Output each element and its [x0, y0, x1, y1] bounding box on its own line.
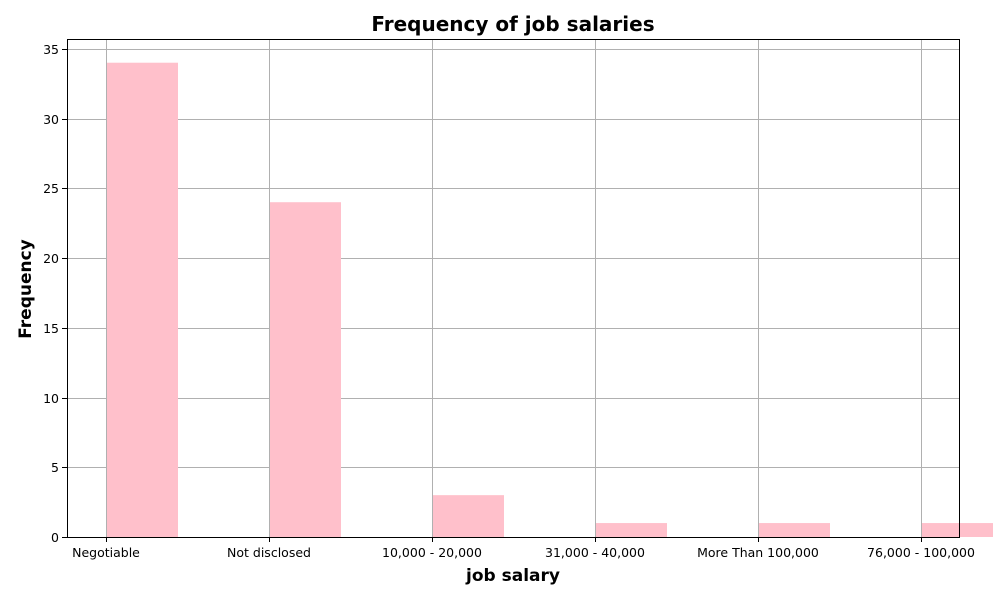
y-axis: 0 5 10 15 20 25 30 35	[43, 42, 67, 545]
y-tick-label: 20	[43, 251, 59, 266]
y-tick-label: 35	[43, 42, 59, 57]
x-tick-label: Negotiable	[72, 545, 140, 560]
plot-frame	[67, 39, 960, 538]
bar	[107, 62, 178, 537]
y-tick-label: 25	[43, 181, 59, 196]
y-tick-label: 5	[51, 460, 59, 475]
bar	[922, 523, 993, 537]
bar	[433, 495, 504, 537]
x-axis: Negotiable Not disclosed 10,000 - 20,000 31…	[72, 537, 975, 560]
chart-title: Frequency of job salaries	[371, 12, 654, 36]
y-tick-label: 10	[43, 391, 59, 406]
y-tick-label: 0	[51, 530, 59, 545]
x-tick-label: Not disclosed	[227, 545, 311, 560]
bar	[596, 523, 667, 537]
x-axis-label: job salary	[465, 566, 560, 586]
grid-layer	[67, 39, 959, 538]
bar	[759, 523, 830, 537]
y-axis-label: Frequency	[16, 239, 36, 339]
y-tick-label: 15	[43, 321, 59, 336]
x-tick-label: 76,000 - 100,000	[867, 545, 975, 560]
x-tick-label: 10,000 - 20,000	[382, 545, 482, 560]
x-tick-label: 31,000 - 40,000	[545, 545, 645, 560]
bars-layer	[107, 62, 993, 537]
bar	[270, 202, 341, 537]
x-tick-label: More Than 100,000	[697, 545, 819, 560]
y-tick-label: 30	[43, 112, 59, 127]
